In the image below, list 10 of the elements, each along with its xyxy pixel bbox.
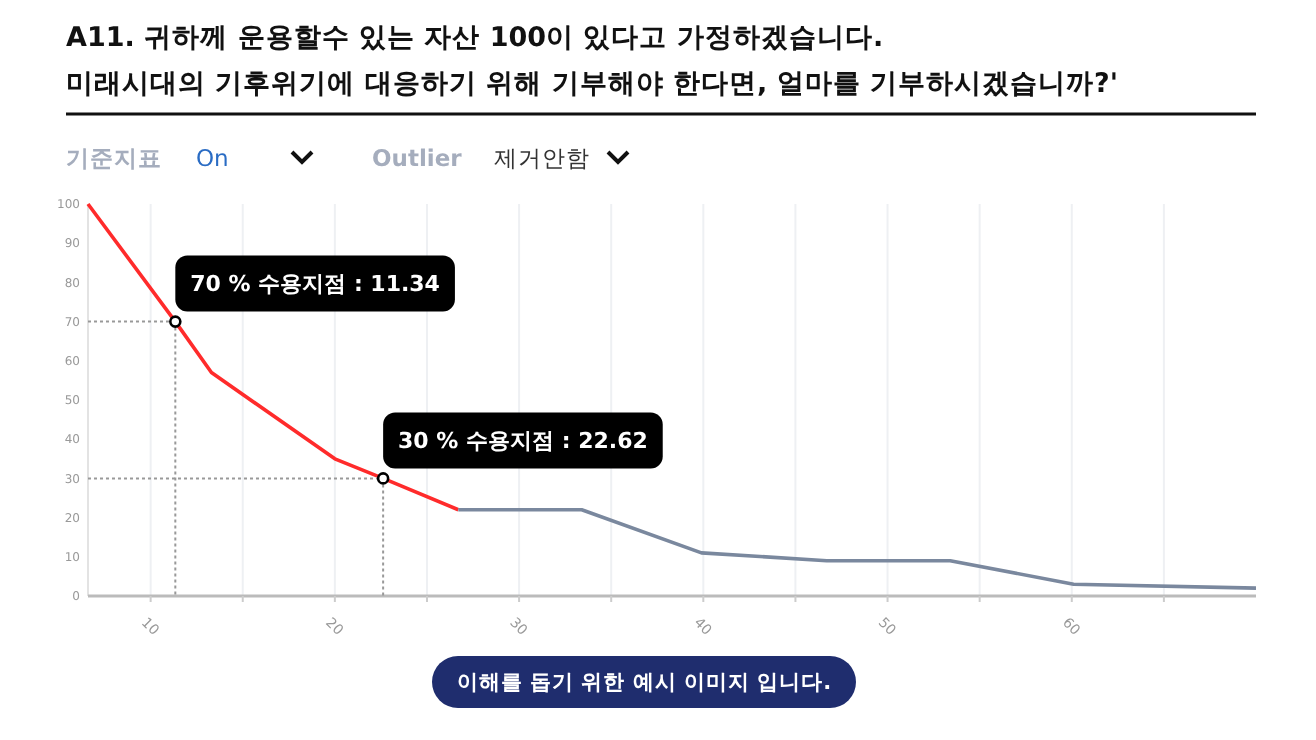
annotation: 70 % 수용지점 : 11.34 (190, 271, 441, 298)
text: 제거안함 (494, 144, 590, 172)
text: Outlier (372, 144, 463, 172)
annotation: 30 % 수용지점 : 22.62 (398, 428, 648, 455)
text: 이해를 돕기 위한 예시 이미지 입니다. (456, 671, 832, 696)
chart-title: A11. 귀하께 운용할수 있는 자산 100이 있다고 가정하겠습니다. (66, 22, 884, 54)
text: On (196, 144, 229, 172)
chart-subtitle: 미래시대의 기후위기에 대응하기 위해 기부해야 한다면, 얼마를 기부하시겠습니까?' (66, 68, 1118, 100)
line-series (456, 507, 1258, 590)
text: 기준지표 (66, 144, 162, 172)
